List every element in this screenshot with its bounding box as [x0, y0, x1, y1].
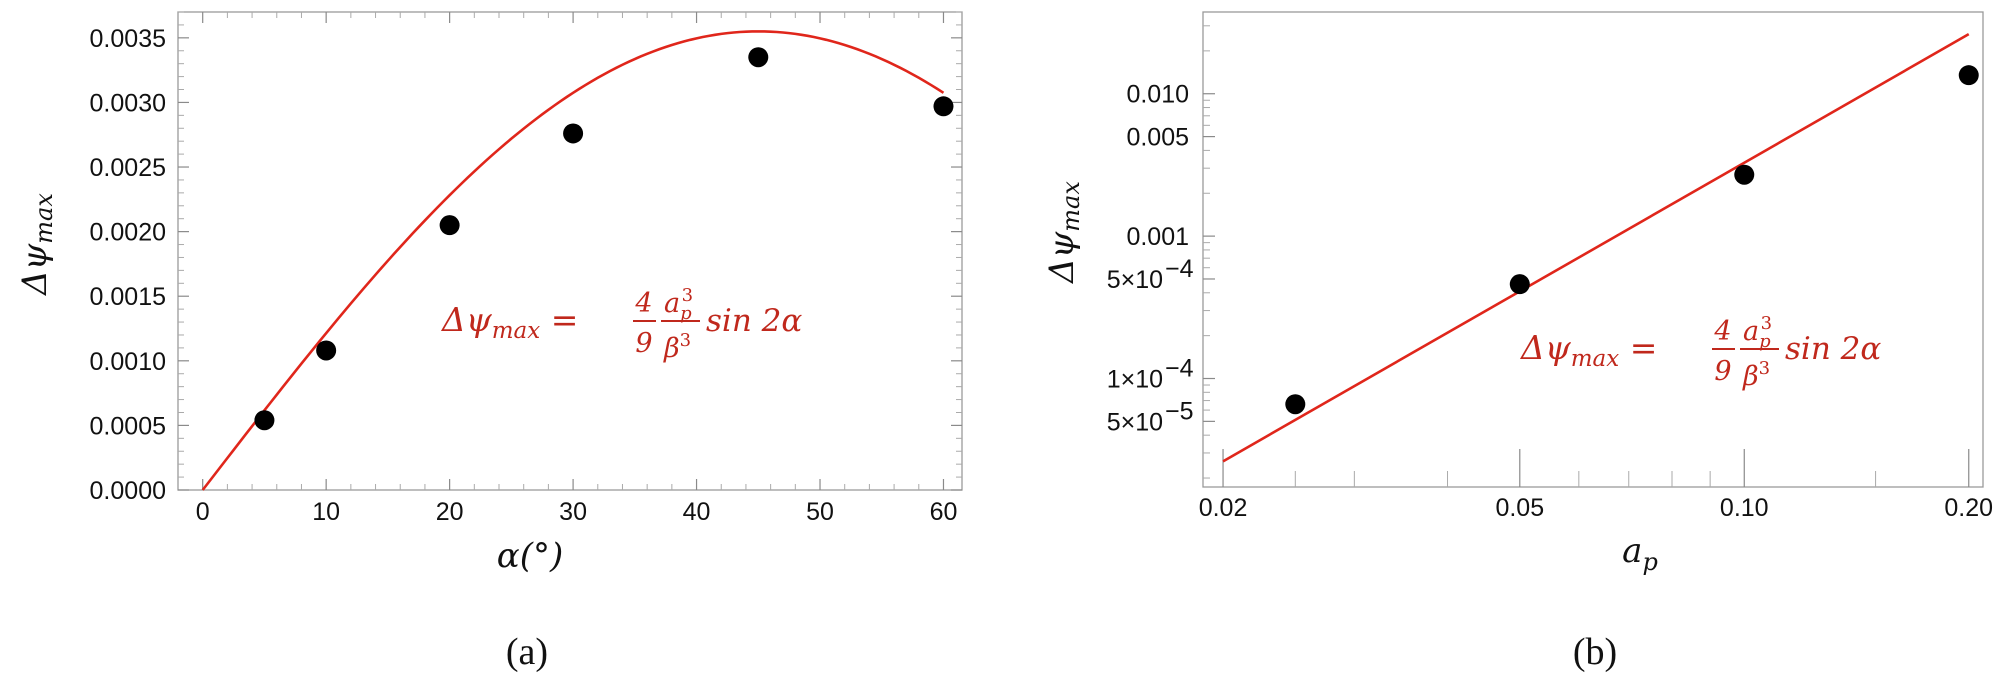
svg-text:Δψmax =: Δψmax = — [1519, 328, 1657, 372]
ticks-a — [178, 11, 962, 491]
svg-text:4: 4 — [634, 288, 652, 319]
svg-text:sin 2α: sin 2α — [1785, 331, 1881, 367]
x-tick-label-b: 0.05 — [1495, 494, 1544, 522]
data-point-b — [1509, 274, 1530, 295]
x-axis-label-b: ap — [1622, 531, 1658, 576]
y-tick-label-a: 0.0000 — [90, 477, 166, 505]
data-point-a — [254, 410, 275, 431]
y-tick-label-b: 5×10 — [1107, 408, 1163, 436]
svg-text:4: 4 — [1713, 316, 1731, 347]
plot-frame-a — [177, 11, 963, 491]
y-tick-exponent-b: −4 — [1165, 255, 1194, 283]
panel-label-b: (b) — [1573, 631, 1617, 673]
ticks-b — [1203, 25, 1970, 487]
x-tick-label-a: 40 — [683, 498, 711, 526]
x-tick-label-b: 0.10 — [1720, 494, 1769, 522]
y-tick-label-b: 0.005 — [1126, 124, 1189, 152]
x-tick-labels-b: 0.02 0.05 0.10 0.20 — [1199, 494, 1993, 522]
y-tick-label-b: 5×10 — [1107, 266, 1163, 294]
fit-line-b — [1222, 33, 1970, 463]
svg-text:9: 9 — [635, 328, 652, 359]
x-axis-label-a: α(°) — [497, 536, 564, 576]
y-tick-exponent-b: −5 — [1165, 397, 1194, 425]
data-point-a — [933, 96, 954, 117]
y-tick-label-a: 0.0005 — [90, 412, 166, 440]
x-tick-label-a: 20 — [436, 498, 464, 526]
x-tick-labels-a: 0 10 20 30 40 50 60 — [196, 498, 958, 526]
y-tick-label-a: 0.0015 — [90, 283, 166, 311]
data-point-a — [563, 123, 584, 144]
y-tick-label-b: 0.001 — [1126, 223, 1189, 251]
svg-text:Δψmax =: Δψmax = — [440, 300, 578, 344]
svg-text:ap3: ap3 — [1743, 313, 1772, 352]
formula-annotation-a: Δψmax = 4 9 ap3 β3 sin 2α — [440, 285, 802, 364]
y-tick-exponent-b: −4 — [1165, 355, 1194, 383]
x-tick-label-a: 50 — [806, 498, 834, 526]
svg-text:9: 9 — [1714, 356, 1731, 387]
svg-text:sin 2α: sin 2α — [706, 303, 802, 339]
y-tick-label-b: 0.010 — [1126, 81, 1189, 109]
y-tick-labels-a: 0.0000 0.0005 0.0010 0.0015 0.0020 0.0025 0.00… — [90, 25, 166, 505]
y-tick-label-a: 0.0010 — [90, 348, 166, 376]
x-tick-label-a: 0 — [196, 498, 210, 526]
svg-text:β3: β3 — [663, 330, 691, 364]
y-tick-label-a: 0.0025 — [90, 154, 166, 182]
y-tick-label-a: 0.0020 — [90, 219, 166, 247]
x-tick-label-b: 0.02 — [1199, 494, 1248, 522]
data-point-b — [1285, 394, 1306, 415]
panel-label-a: (a) — [506, 631, 548, 673]
chart-a: 0.0000 0.0005 0.0010 0.0015 0.0020 0.0025 0.00… — [15, 11, 963, 673]
data-point-b — [1734, 164, 1755, 185]
data-point-a — [439, 215, 460, 236]
data-point-b — [1958, 65, 1979, 86]
x-tick-label-a: 60 — [930, 498, 958, 526]
x-tick-label-a: 30 — [559, 498, 587, 526]
y-tick-label-a: 0.0035 — [90, 25, 166, 53]
svg-text:β3: β3 — [1742, 358, 1770, 392]
y-tick-label-a: 0.0030 — [90, 89, 166, 117]
data-point-a — [748, 47, 769, 68]
data-points-b — [1285, 65, 1979, 415]
x-tick-label-a: 10 — [312, 498, 340, 526]
data-points-a — [254, 47, 954, 431]
y-tick-label-b: 1×10 — [1107, 366, 1163, 394]
data-point-a — [316, 340, 337, 361]
y-axis-label-b: Δψmax — [1042, 181, 1085, 285]
x-tick-label-b: 0.20 — [1944, 494, 1993, 522]
svg-text:ap3: ap3 — [664, 285, 693, 324]
fit-curve-a — [201, 30, 945, 491]
formula-annotation-b: Δψmax = 4 9 ap3 β3 sin 2α — [1519, 313, 1881, 392]
y-axis-label-a: Δψmax — [15, 193, 58, 297]
